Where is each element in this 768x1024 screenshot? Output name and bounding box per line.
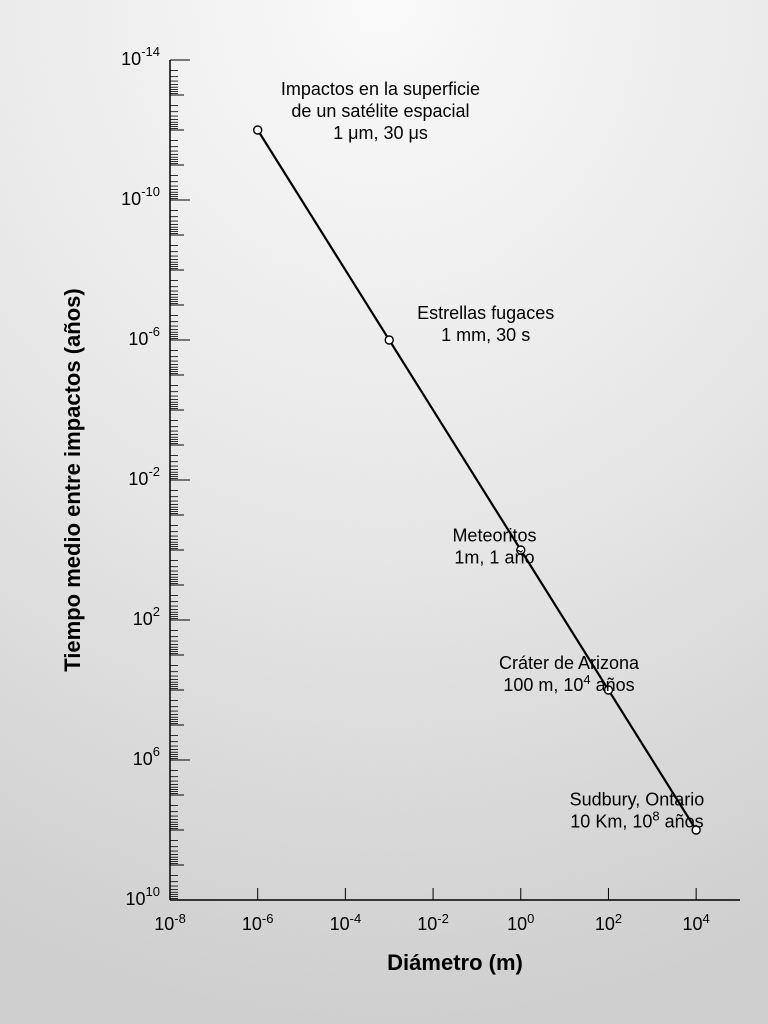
data-point [385, 336, 393, 344]
y-tick-label: 106 [133, 744, 160, 769]
annotation-line: Estrellas fugaces [417, 303, 554, 323]
y-tick-label: 102 [133, 604, 160, 629]
series-line [258, 130, 696, 830]
impact-chart: 10-14 10-10 10-6 10-2 102 106 101010-8 10-6 10-4… [0, 0, 768, 1024]
annotation-line: 1m, 1 año [454, 547, 534, 567]
y-tick-label: 10-6 [128, 324, 160, 349]
annotation: Impactos en la superficiede un satélite … [281, 79, 480, 143]
y-tick-label: 1010 [126, 884, 161, 909]
data-point [254, 126, 262, 134]
x-tick-label: 10-6 [242, 911, 274, 935]
x-tick-label: 104 [683, 911, 710, 935]
chart-container: 10-14 10-10 10-6 10-2 102 106 101010-8 10-6 10-4… [0, 0, 768, 1024]
annotation-line: Meteoritos [452, 525, 536, 545]
y-axis-title: Tiempo medio entre impactos (años) [60, 288, 85, 671]
x-tick-label: 10-8 [154, 911, 186, 935]
annotation-line: Cráter de Arizona [499, 653, 640, 673]
x-tick-label: 100 [507, 911, 534, 935]
x-axis-title: Diámetro (m) [387, 950, 523, 975]
y-tick-label: 10-14 [121, 44, 160, 69]
annotation-line: 100 m, 104 años [503, 672, 634, 696]
annotation-line: de un satélite espacial [291, 101, 469, 121]
y-tick-label: 10-10 [121, 184, 160, 209]
x-tick-label: 10-2 [417, 911, 449, 935]
annotation-line: Sudbury, Ontario [570, 790, 705, 810]
annotation: Cráter de Arizona100 m, 104 años [499, 653, 640, 695]
annotation: Estrellas fugaces1 mm, 30 s [417, 303, 554, 345]
y-tick-label: 10-2 [128, 464, 160, 489]
annotation-line: 1 μm, 30 μs [333, 123, 428, 143]
annotation: Meteoritos1m, 1 año [452, 525, 536, 567]
annotation-line: Impactos en la superficie [281, 79, 480, 99]
x-tick-label: 102 [595, 911, 622, 935]
annotation-line: 1 mm, 30 s [441, 325, 530, 345]
annotation-line: 10 Km, 108 años [570, 808, 703, 832]
x-tick-label: 10-4 [330, 911, 362, 935]
